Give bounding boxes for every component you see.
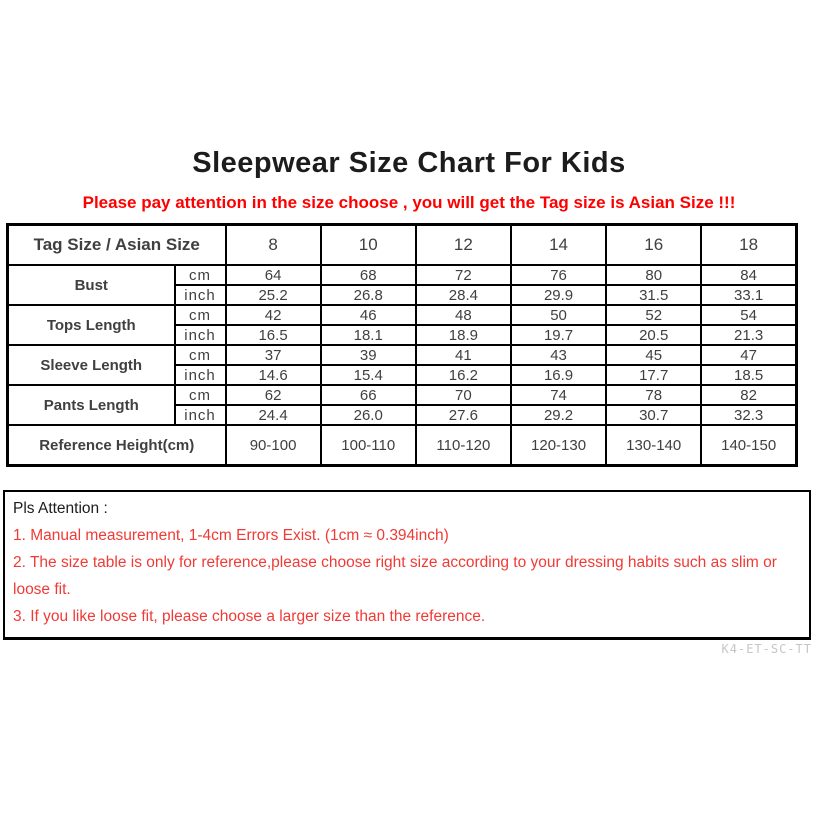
value-cell: 47: [700, 344, 798, 366]
value-cell: 48: [414, 304, 512, 326]
tag-size-cell: 12: [414, 223, 512, 266]
value-cell: 27.6: [414, 404, 512, 426]
value-cell: 29.9: [509, 284, 608, 306]
unit-label-inch: inch: [173, 364, 227, 386]
unit-label-cm: cm: [173, 344, 227, 366]
bust-cm-row: Bust cm 64 68 72 76 80 84: [6, 264, 798, 306]
value-cell: 18.1: [319, 324, 417, 346]
value-cell: 76: [509, 264, 608, 286]
row-label-tops-length: Tops Length: [6, 304, 176, 346]
pants-length-inch-row: inch 24.4 26.0 27.6 29.2 30.7 32.3: [8, 404, 798, 426]
value-cell: 52: [605, 304, 703, 326]
attention-note: 3. If you like loose fit, please choose …: [13, 608, 486, 625]
value-cell: 120-130: [509, 424, 608, 467]
value-cell: 16.9: [509, 364, 608, 386]
tag-size-cell: 14: [509, 223, 608, 266]
row-label-pants-length: Pants Length: [6, 384, 176, 426]
value-cell: 64: [224, 264, 322, 286]
value-cell: 33.1: [700, 284, 798, 306]
value-cell: 21.3: [700, 324, 798, 346]
value-cell: 39: [319, 344, 417, 366]
page-title: Sleepwear Size Chart For Kids: [192, 147, 626, 179]
value-cell: 19.7: [509, 324, 608, 346]
value-cell: 25.2: [224, 284, 322, 306]
tag-size-header-label: Tag Size / Asian Size: [6, 223, 227, 266]
value-cell: 45: [605, 344, 703, 366]
value-cell: 84: [700, 264, 798, 286]
unit-label-inch: inch: [173, 324, 227, 346]
reference-height-row: Reference Height(cm) 90-100 100-110 110-…: [6, 424, 798, 467]
bust-inch-row: inch 25.2 26.8 28.4 29.9 31.5 33.1: [8, 284, 798, 306]
value-cell: 110-120: [414, 424, 512, 467]
value-cell: 68: [319, 264, 417, 286]
value-cell: 100-110: [319, 424, 417, 467]
unit-label-cm: cm: [173, 264, 227, 286]
row-label-sleeve-length: Sleeve Length: [6, 344, 176, 386]
size-table: Tag Size / Asian Size 8 10 12 14 16 18 B…: [6, 223, 798, 467]
value-cell: 90-100: [224, 424, 322, 467]
value-cell: 80: [605, 264, 703, 286]
tops-length-cm-row: Tops Length cm 42 46 48 50 52 54: [6, 304, 798, 346]
value-cell: 130-140: [605, 424, 703, 467]
pants-length-cm-row: Pants Length cm 62 66 70 74 78 82: [6, 384, 798, 426]
value-cell: 41: [414, 344, 512, 366]
tag-size-cell: 18: [700, 223, 798, 266]
row-label-reference-height: Reference Height(cm): [6, 424, 227, 467]
value-cell: 14.6: [224, 364, 322, 386]
sleeve-length-cm-row: Sleeve Length cm 37 39 41 43 45 47: [6, 344, 798, 386]
unit-label-inch: inch: [173, 284, 227, 306]
value-cell: 20.5: [605, 324, 703, 346]
value-cell: 16.2: [414, 364, 512, 386]
attention-box: Pls Attention : 1. Manual measurement, 1…: [3, 490, 811, 640]
tag-size-cell: 10: [319, 223, 417, 266]
value-cell: 50: [509, 304, 608, 326]
sleeve-length-inch-row: inch 14.6 15.4 16.2 16.9 17.7 18.5: [8, 364, 798, 386]
value-cell: 18.9: [414, 324, 512, 346]
table-header-row: Tag Size / Asian Size 8 10 12 14 16 18: [6, 223, 798, 266]
value-cell: 42: [224, 304, 322, 326]
value-cell: 29.2: [509, 404, 608, 426]
value-cell: 74: [509, 384, 608, 406]
warning-text: Please pay attention in the size choose …: [82, 193, 736, 212]
value-cell: 66: [319, 384, 417, 406]
value-cell: 26.8: [319, 284, 417, 306]
product-code: K4-ET-SC-TT: [721, 642, 812, 656]
value-cell: 26.0: [319, 404, 417, 426]
value-cell: 62: [224, 384, 322, 406]
value-cell: 72: [414, 264, 512, 286]
tag-size-cell: 8: [224, 223, 322, 266]
value-cell: 15.4: [319, 364, 417, 386]
value-cell: 17.7: [605, 364, 703, 386]
unit-label-inch: inch: [173, 404, 227, 426]
tops-length-inch-row: inch 16.5 18.1 18.9 19.7 20.5 21.3: [8, 324, 798, 346]
value-cell: 18.5: [700, 364, 798, 386]
value-cell: 16.5: [224, 324, 322, 346]
value-cell: 70: [414, 384, 512, 406]
value-cell: 31.5: [605, 284, 703, 306]
attention-heading: Pls Attention :: [13, 500, 108, 517]
unit-label-cm: cm: [173, 384, 227, 406]
unit-label-cm: cm: [173, 304, 227, 326]
value-cell: 28.4: [414, 284, 512, 306]
value-cell: 140-150: [700, 424, 798, 467]
value-cell: 46: [319, 304, 417, 326]
row-label-bust: Bust: [6, 264, 176, 306]
attention-note: 1. Manual measurement, 1-4cm Errors Exis…: [13, 527, 449, 544]
value-cell: 54: [700, 304, 798, 326]
value-cell: 37: [224, 344, 322, 366]
tag-size-cell: 16: [605, 223, 703, 266]
value-cell: 82: [700, 384, 798, 406]
value-cell: 32.3: [700, 404, 798, 426]
value-cell: 24.4: [224, 404, 322, 426]
value-cell: 30.7: [605, 404, 703, 426]
value-cell: 78: [605, 384, 703, 406]
attention-note: 2. The size table is only for reference,…: [13, 554, 777, 598]
value-cell: 43: [509, 344, 608, 366]
